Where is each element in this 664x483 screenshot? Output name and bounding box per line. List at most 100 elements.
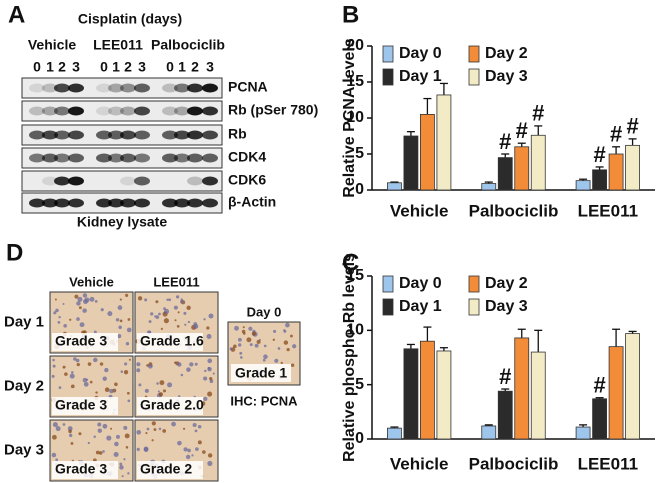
bar	[608, 346, 624, 440]
ihc-nucleus	[207, 453, 213, 458]
ihc-nucleus	[280, 361, 283, 365]
blot-band	[108, 130, 124, 140]
panel-label: B	[342, 1, 359, 28]
ihc-nucleus	[83, 299, 88, 305]
blot-band	[42, 106, 58, 116]
bar	[497, 157, 513, 191]
ihc-nucleus	[186, 305, 191, 310]
ihc-nucleus	[89, 296, 95, 302]
ihc-nucleus	[82, 377, 88, 383]
lane-label: 2	[191, 59, 199, 75]
lane-label: 3	[72, 59, 80, 75]
ihc-nucleus	[166, 298, 169, 302]
panel-label: C	[342, 249, 359, 276]
ihc-nucleus	[197, 425, 202, 429]
legend-swatch	[382, 45, 394, 63]
significance-mark: #	[532, 101, 544, 126]
blot-band	[68, 153, 84, 163]
ihc-nucleus	[85, 378, 89, 382]
ihc-nucleus	[110, 427, 113, 430]
y-tick-label: 5	[355, 376, 364, 393]
blot-band	[120, 130, 136, 140]
ihc-nucleus	[168, 298, 172, 302]
blot-band	[202, 106, 218, 116]
ihc-nucleus	[148, 320, 152, 324]
grade-box	[52, 333, 118, 351]
ihc-nucleus	[54, 298, 57, 301]
ihc-nucleus	[69, 318, 72, 321]
lane-label: 1	[46, 59, 54, 75]
blot-band	[54, 106, 70, 116]
ihc-nucleus	[123, 425, 128, 430]
panel-label: D	[6, 239, 23, 266]
protein-label: CDK4	[228, 149, 266, 165]
ihc-nucleus	[58, 316, 61, 319]
ihc-nucleus	[106, 435, 112, 441]
y-tick-label: 10	[346, 322, 364, 339]
bar	[514, 337, 530, 440]
ihc-nucleus	[249, 343, 253, 347]
blot-strip	[21, 77, 223, 99]
bar	[420, 114, 435, 191]
ihc-nucleus	[254, 343, 259, 348]
grade-label: Grade 2	[140, 461, 192, 477]
ihc-nucleus	[209, 376, 213, 381]
ihc-nucleus	[82, 293, 88, 298]
ihc-nucleus	[144, 388, 149, 393]
ihc-nucleus	[208, 313, 214, 319]
blot-band	[162, 106, 178, 116]
blot-band	[42, 176, 58, 186]
y-tick-label: 15	[346, 267, 364, 284]
ihc-nucleus	[283, 329, 286, 332]
ihc-nucleus	[187, 448, 191, 453]
ihc-nucleus	[123, 458, 126, 461]
ihc-nucleus	[173, 305, 178, 310]
y-tick-label: 5	[355, 145, 364, 162]
legend-label: Day 0	[399, 45, 442, 62]
bar	[481, 183, 497, 191]
ihc-nucleus	[99, 362, 104, 366]
ihc-nucleus	[116, 434, 120, 439]
grade-box	[137, 461, 203, 479]
ihc-nucleus	[182, 427, 186, 430]
ihc-nucleus	[121, 475, 124, 478]
ihc-nucleus	[95, 391, 98, 394]
grade-label: Grade 3	[55, 397, 107, 413]
ihc-nucleus	[51, 452, 57, 458]
significance-mark: #	[516, 118, 528, 143]
grade-box	[52, 397, 118, 415]
ihc-nucleus	[175, 295, 180, 299]
ihc-nucleus	[118, 325, 122, 330]
grade-box	[137, 333, 203, 351]
blot-band	[42, 130, 58, 140]
ihc-nucleus	[189, 362, 194, 367]
ihc-nucleus	[128, 358, 131, 361]
legend-label: Day 2	[485, 275, 528, 292]
ihc-nucleus	[127, 318, 131, 321]
ihc-nucleus	[124, 433, 130, 439]
bar	[575, 180, 591, 191]
ihc-nucleus	[183, 447, 188, 452]
legend-swatch	[468, 68, 480, 86]
ihc-nucleus	[272, 338, 275, 341]
bar	[387, 427, 402, 440]
ihc-nucleus	[68, 429, 72, 434]
blot-band	[202, 153, 218, 163]
lane-label: 2	[58, 59, 66, 75]
ihc-nucleus	[55, 458, 58, 462]
blot-band	[29, 83, 45, 93]
ihc-nucleus	[69, 373, 75, 379]
row-label: Day 3	[4, 441, 44, 458]
blot-band	[162, 130, 178, 140]
grade-box	[137, 397, 203, 415]
ihc-nucleus	[145, 431, 148, 435]
blot-band	[54, 83, 70, 93]
blot-band	[187, 153, 203, 163]
bar	[420, 340, 435, 440]
blot-band	[42, 83, 58, 93]
ihc-nucleus	[241, 329, 246, 334]
legend-swatch	[468, 298, 480, 316]
ihc-nucleus	[153, 428, 157, 431]
ihc-nucleus	[274, 358, 279, 363]
lane-group-label: Vehicle	[28, 37, 76, 53]
